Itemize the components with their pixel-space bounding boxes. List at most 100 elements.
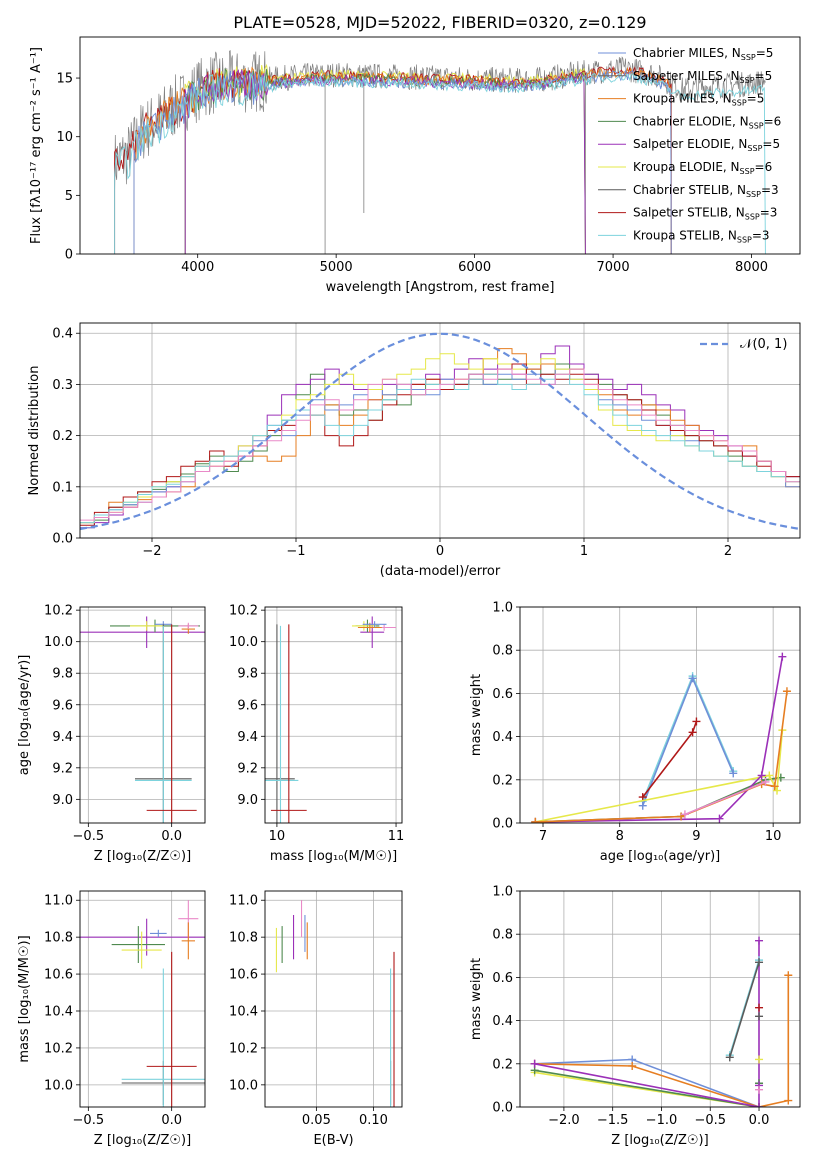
mass_vs_ebv-xtick-label: 0.10: [359, 1113, 388, 1128]
mass_vs_Z-plot-area: [80, 900, 205, 1107]
residuals-xtick-label: 2: [724, 544, 732, 559]
weight_vs_age-ytick-label: 1.0: [492, 601, 513, 616]
age_vs_mass-ytick-label: 9.2: [237, 761, 258, 776]
mass_vs_ebv-xtick-label: 0.05: [302, 1113, 331, 1128]
mass_vs_Z-ytick-label: 10.2: [44, 1041, 73, 1056]
spectrum-ytick-label: 10: [56, 130, 73, 145]
weight_vs_age-marker: [692, 717, 701, 726]
normal-curve: [80, 332, 800, 531]
age_vs_mass-ytick-label: 9.8: [237, 667, 258, 682]
mass_vs_Z-xtick-label: −0.5: [73, 1113, 105, 1128]
mass_vs_ebv-ytick-label: 10.2: [229, 1041, 258, 1056]
age_vs_mass-xtick-label: 10: [269, 829, 286, 844]
spectrum-ytick-label: 0: [65, 248, 73, 263]
age_vs_Z-xlabel: Z [log₁₀(Z/Z☉)]: [94, 849, 191, 864]
weight_vs_age-marker: [680, 810, 689, 819]
spectrum-xtick-label: 5000: [320, 260, 353, 275]
weight_vs_age-ytick-label: 0.2: [492, 773, 513, 788]
figure-title: PLATE=0528, MJD=52022, FIBERID=0320, z=0…: [233, 13, 646, 32]
residuals-xlabel: (data-model)/error: [380, 564, 501, 579]
spectrum-xtick-label: 4000: [181, 260, 214, 275]
weight_vs_Z-xlabel: Z [log₁₀(Z/Z☉)]: [611, 1133, 708, 1148]
weight_vs_age-marker: [715, 814, 724, 823]
weight_vs_Z-series-line: [534, 940, 760, 1107]
residuals-xtick-label: 1: [580, 544, 588, 559]
weight_vs_Z-ytick-label: 1.0: [492, 885, 513, 900]
mass_vs_Z-xtick-label: 0.0: [161, 1113, 182, 1128]
weight_vs_Z-marker: [755, 1085, 764, 1094]
spectrum-frame: [79, 36, 801, 255]
weight_vs_age-xtick-label: 10: [765, 829, 782, 844]
age_vs_Z-ytick-label: 9.6: [52, 698, 73, 713]
weight_vs_Z-marker: [755, 1003, 764, 1012]
weight_vs_Z-xtick-label: 0.0: [749, 1113, 770, 1128]
weight_vs_age-marker: [761, 777, 770, 786]
residuals-xtick-label: −2: [142, 544, 161, 559]
weight_vs_age-ytick-label: 0.6: [492, 687, 513, 702]
age_vs_Z-xtick-label: −0.5: [73, 829, 105, 844]
mass_vs_Z-xlabel: Z [log₁₀(Z/Z☉)]: [94, 1133, 191, 1148]
mass_vs_ebv-plot-area: [275, 900, 395, 1107]
weight_vs_age-marker: [688, 728, 697, 737]
residuals-legend: 𝒩(0, 1): [700, 337, 787, 352]
weight_vs_Z-xtick-label: −1.5: [597, 1113, 629, 1128]
weight_vs_Z-marker: [725, 1053, 734, 1062]
residuals-ytick-label: 0.2: [52, 429, 73, 444]
residuals-plot-area: [80, 332, 800, 531]
legend-entry: Salpeter ELODIE, NSSP=5: [633, 137, 780, 153]
legend-entry: Kroupa STELIB, NSSP=3: [633, 228, 770, 244]
mass_vs_Z-ytick-label: 10.8: [44, 931, 73, 946]
weight_vs_age-plot-area: [531, 652, 791, 823]
mass_vs_Z-frame: [79, 890, 206, 1108]
residuals-ytick-label: 0.3: [52, 378, 73, 393]
age_vs_mass-ytick-label: 9.0: [237, 793, 258, 808]
weight_vs_age-panel: 7 8 9 10 0.0 0.2 0.4 0.6 0.8 1.0 age [log₁₀(age/yr…: [469, 601, 801, 864]
legend-entry: Salpeter STELIB, NSSP=3: [633, 206, 777, 222]
age_vs_Z-ytick-label: 9.2: [52, 761, 73, 776]
age_vs_mass-panel: 10 11 9.0 9.2 9.4 9.6 9.8 10.0 10.2 mass [log₁₀(M…: [229, 604, 404, 864]
spectrum-panel: 4000 5000 6000 7000 8000 0 5 10 15 wavelength [An…: [29, 36, 801, 295]
weight_vs_Z-xtick-label: −2.0: [548, 1113, 580, 1128]
residuals-ylabel: Normed distribution: [27, 366, 42, 496]
weight_vs_Z-marker: [755, 936, 764, 945]
weight_vs_Z-marker: [784, 1096, 793, 1105]
age_vs_Z-ylabel: age [log₁₀(age/yr)]: [17, 655, 32, 776]
age_vs_mass-ytick-label: 10.2: [229, 604, 258, 619]
mass_vs_ebv-xlabel: E(B-V): [313, 1133, 353, 1148]
residuals-ytick-label: 0.4: [52, 327, 73, 342]
weight_vs_Z-ytick-label: 0.2: [492, 1057, 513, 1072]
age_vs_mass-xlabel: mass [log₁₀(M/M☉)]: [270, 849, 397, 864]
residuals-xtick-label: 0: [436, 544, 444, 559]
weight_vs_Z-panel: −2.0 −1.5 −1.0 −0.5 0.0 0.0 0.2 0.4 0.6 0.8 1.0 Z […: [469, 885, 801, 1148]
weight_vs_age-xtick-label: 9: [692, 829, 700, 844]
age_vs_Z-ytick-label: 10.0: [44, 635, 73, 650]
weight_vs_Z-marker: [755, 1103, 764, 1107]
weight_vs_Z-plot-area: [530, 936, 793, 1107]
mass_vs_ebv-ytick-label: 10.0: [229, 1078, 258, 1093]
weight_vs_age-series-line: [535, 656, 784, 823]
mass_vs_Z-ytick-label: 10.4: [44, 1005, 73, 1020]
mass_vs_Z-ytick-label: 10.6: [44, 968, 73, 983]
weight_vs_age-ytick-label: 0.4: [492, 730, 513, 745]
spectrum-plot-area: [114, 50, 766, 254]
spectrum-ylabel: Flux [fλ10⁻¹⁷ erg cm⁻² s⁻¹ A⁻¹]: [29, 47, 44, 244]
residuals-xtick-label: −1: [286, 544, 305, 559]
weight_vs_age-marker: [782, 687, 791, 696]
weight_vs_age-marker: [729, 769, 738, 778]
residuals-panel: −2 −1 0 1 2 0.0 0.1 0.2 0.3 0.4 (data-model)/error…: [27, 322, 801, 579]
weight_vs_age-marker: [772, 786, 781, 795]
weight_vs_Z-marker: [755, 1055, 764, 1064]
weight_vs_age-xlabel: age [log₁₀(age/yr)]: [600, 849, 721, 864]
weight_vs_age-ytick-label: 0.0: [492, 817, 513, 832]
weight_vs_age-marker: [765, 771, 774, 780]
weight_vs_age-series-line: [684, 781, 766, 816]
weight_vs_age-series-line: [535, 730, 784, 823]
legend-entry: Kroupa ELODIE, NSSP=6: [633, 160, 772, 176]
weight_vs_age-marker: [688, 674, 697, 683]
age_vs_Z-ytick-label: 9.0: [52, 793, 73, 808]
legend-entry: Chabrier MILES, NSSP=5: [633, 46, 773, 62]
weight_vs_Z-ytick-label: 0.8: [492, 928, 513, 943]
mass_vs_ebv-panel: 0.05 0.10 10.0 10.2 10.4 10.6 10.8 11.0 E(B-V): [229, 890, 403, 1148]
spectrum-model-line: [184, 67, 586, 254]
